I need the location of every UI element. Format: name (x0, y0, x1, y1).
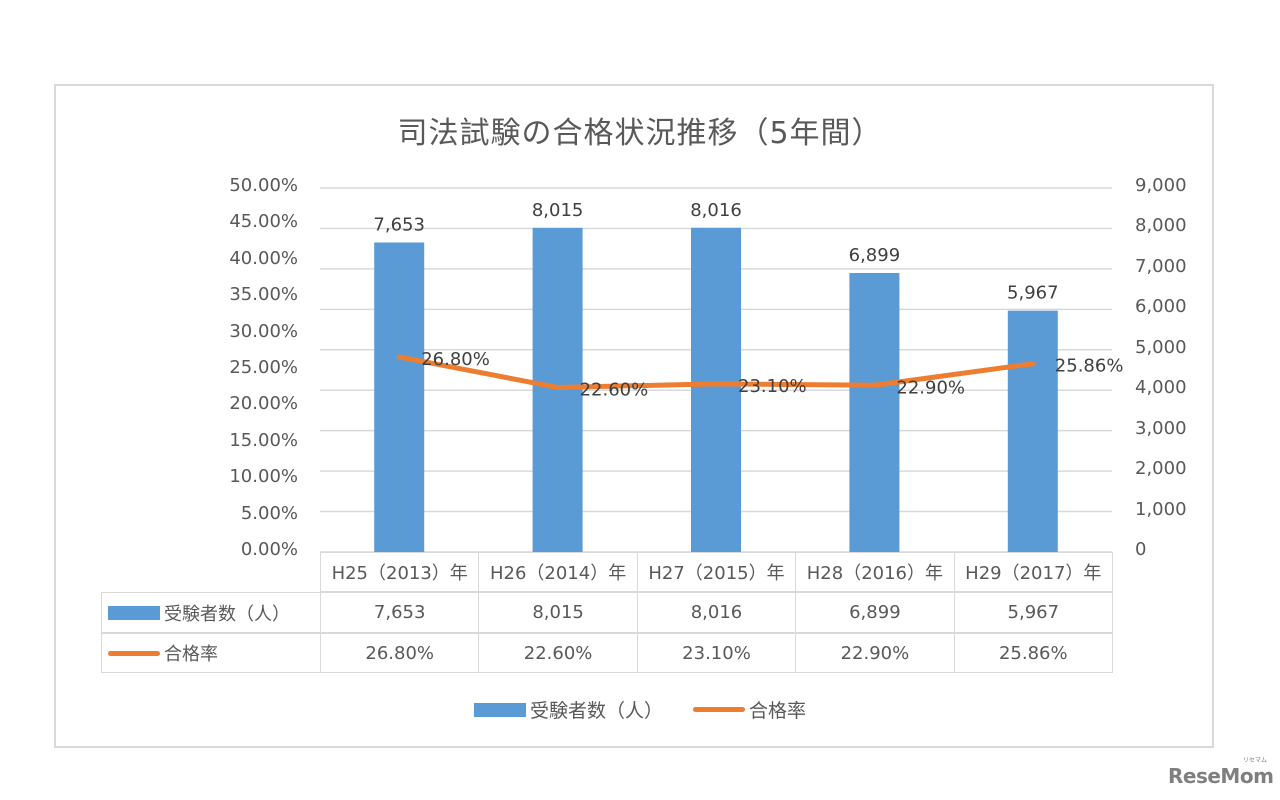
legend-item-bar: 受験者数（人） (473, 696, 663, 723)
bar-value-label: 8,016 (690, 200, 742, 221)
watermark-kana: リセマム (1243, 757, 1268, 764)
right-axis-tick: 6,000 (1135, 296, 1187, 318)
left-axis-tick: 25.00% (229, 357, 298, 378)
right-axis-tick: 3,000 (1135, 417, 1187, 439)
table-row-label: 受験者数（人） (101, 592, 321, 633)
left-axis-tick: 0.00% (240, 539, 298, 560)
left-axis-tick: 50.00% (229, 175, 298, 196)
line-value-label: 26.80% (421, 349, 490, 370)
right-axis-tick: 0 (1135, 539, 1147, 560)
table-cell: 8,016 (636, 592, 797, 633)
left-axis-tick: 5.00% (240, 502, 298, 524)
table-cell: 8,015 (478, 592, 638, 633)
line-value-label: 22.60% (580, 379, 649, 400)
bar (374, 242, 425, 552)
bar-swatch-icon (108, 605, 160, 620)
bar (849, 272, 900, 552)
bar-value-label: 8,015 (532, 200, 584, 221)
line-value-label: 22.90% (896, 377, 965, 398)
left-axis-tick: 20.00% (229, 393, 298, 415)
row-label-text: 合格率 (164, 644, 218, 665)
legend-item-line: 合格率 (693, 696, 806, 723)
line-swatch-icon (693, 707, 745, 712)
row-label-text: 受験者数（人） (164, 603, 290, 625)
table-header-cell: H27（2015）年 (636, 552, 797, 592)
table-header-cell: H28（2016）年 (795, 552, 955, 592)
table-row-label: 合格率 (101, 633, 321, 673)
legend-bar-label: 受験者数（人） (529, 700, 663, 722)
right-axis-tick: 1,000 (1135, 498, 1187, 520)
table-cell: 26.80% (320, 633, 480, 673)
left-axis-tick: 35.00% (229, 284, 298, 306)
right-axis-tick: 9,000 (1135, 175, 1187, 196)
chart-title: 司法試験の合格状況推移（5年間） (397, 116, 883, 151)
table-cell: 5,967 (953, 592, 1113, 633)
left-axis-tick: 40.00% (229, 247, 298, 269)
left-axis-tick: 10.00% (229, 466, 298, 488)
right-axis-tick: 7,000 (1135, 255, 1187, 277)
table-cell: 25.86% (953, 633, 1113, 673)
line-value-label: 25.86% (1055, 356, 1124, 377)
table-cell: 6,899 (795, 592, 955, 633)
right-axis-tick: 2,000 (1135, 458, 1187, 480)
bar-swatch-icon (473, 702, 526, 717)
right-axis-tick: 4,000 (1135, 377, 1187, 399)
line-value-label: 23.10% (738, 376, 807, 397)
bar (691, 227, 741, 552)
legend: 受験者数（人） 合格率 (0, 696, 1280, 723)
bar (1007, 310, 1058, 552)
bar-data-labels: 7,653 8,015 8,016 6,899 5,967 (373, 200, 1058, 304)
table-cell: 7,653 (320, 592, 480, 633)
bar-value-label: 6,899 (849, 245, 901, 266)
bar-value-label: 7,653 (373, 214, 425, 235)
table-header-cell: H26（2014）年 (478, 552, 638, 592)
left-axis-tick: 45.00% (229, 211, 298, 233)
table-header-cell: H25（2013）年 (320, 552, 480, 592)
line-data-labels: 26.80% 22.60% 23.10% 22.90% 25.86% (421, 349, 1123, 401)
left-axis-tick: 15.00% (229, 429, 298, 451)
table-header-cell: H29（2017）年 (953, 552, 1113, 592)
left-axis-tick: 30.00% (229, 320, 298, 342)
table-cell: 22.60% (478, 633, 638, 673)
table-cell: 22.90% (795, 633, 955, 673)
table-cell: 23.10% (636, 633, 797, 673)
line-series (396, 354, 1036, 390)
legend-line-label: 合格率 (749, 700, 807, 722)
line-swatch-icon (108, 650, 160, 656)
watermark-logo: ReseMom (1168, 764, 1274, 788)
right-axis-tick: 8,000 (1135, 215, 1187, 237)
bar-value-label: 5,967 (1007, 283, 1059, 304)
right-axis-tick: 5,000 (1135, 336, 1187, 358)
